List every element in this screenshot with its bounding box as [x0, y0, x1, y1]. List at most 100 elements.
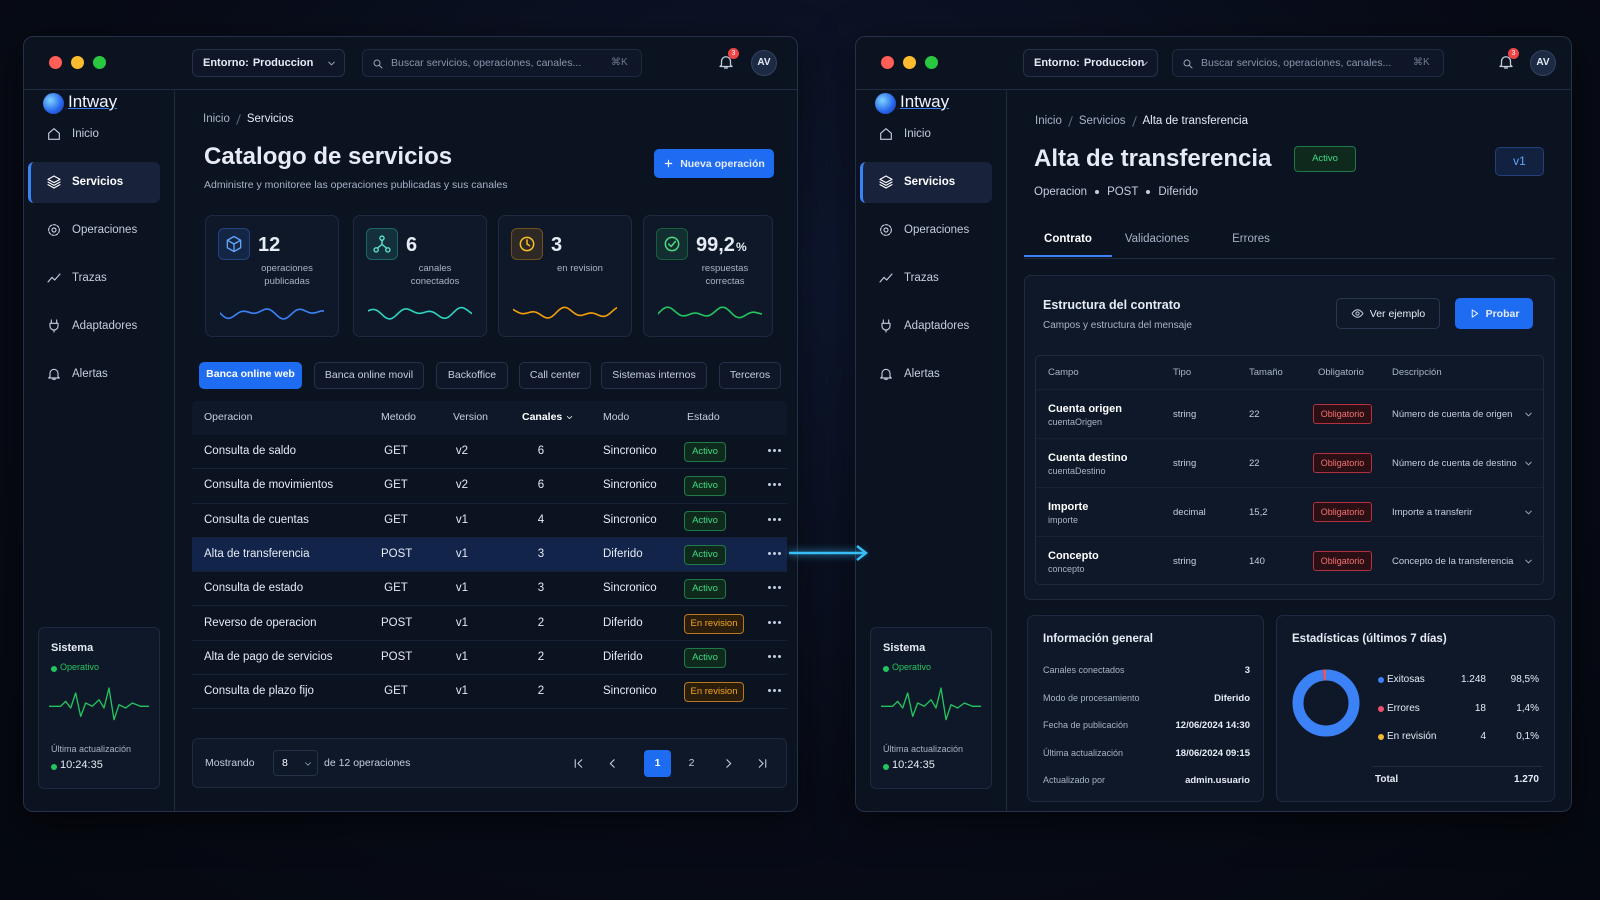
icon-part: [574, 759, 583, 768]
page-button[interactable]: 1: [644, 750, 671, 777]
cell-method: GET: [384, 445, 408, 457]
icon-part: [48, 687, 150, 721]
first-page[interactable]: [572, 757, 585, 770]
row-actions[interactable]: [768, 483, 784, 489]
contract-row[interactable]: Cuenta destino cuentaDestino string 22 Oblig…: [1036, 438, 1543, 487]
channel-tab[interactable]: Terceros: [719, 362, 781, 389]
channel-tab[interactable]: Call center: [519, 362, 591, 389]
window-control[interactable]: [48, 56, 62, 69]
legend-dot: [1378, 705, 1384, 712]
icon-part: [1189, 65, 1193, 69]
breadcrumb: Inicio Servicios: [203, 113, 294, 125]
last-page[interactable]: [756, 757, 769, 770]
nav-item[interactable]: Inicio: [878, 124, 998, 144]
example-button[interactable]: Ver ejemplo: [1336, 298, 1440, 329]
icon-part: [373, 235, 391, 253]
row-actions[interactable]: [768, 654, 784, 661]
column-header[interactable]: Canales: [522, 411, 574, 423]
dot: [768, 586, 771, 590]
channel-tab[interactable]: Sistemas internos: [601, 362, 707, 389]
window-control[interactable]: [924, 56, 938, 69]
window-control[interactable]: [92, 56, 106, 69]
test-button[interactable]: Probar: [1455, 298, 1533, 329]
chevron: [326, 58, 337, 69]
window-control[interactable]: [902, 56, 916, 69]
contract-row[interactable]: Cuenta origen cuentaOrigen string 22 Obligat…: [1036, 389, 1543, 438]
table-row[interactable]: Alta de transferencia POST v1 3 Diferido Acti…: [192, 537, 787, 573]
icon-part: [726, 759, 732, 768]
info-value: 12/06/2024 14:30: [1175, 720, 1250, 731]
nav-icon: [878, 270, 894, 286]
icon-part: [758, 759, 767, 768]
tab[interactable]: Contrato: [1024, 233, 1112, 257]
notifications-icon[interactable]: [1497, 53, 1515, 71]
nav-item[interactable]: Alertas: [46, 364, 166, 384]
nav-item[interactable]: Alertas: [878, 364, 998, 384]
contract-row[interactable]: Concepto concepto string 140 Obligatorio Conc…: [1036, 536, 1543, 585]
table-row[interactable]: Reverso de operacion POST v1 2 Diferido En re…: [192, 607, 787, 641]
kpi-icon: [511, 228, 543, 260]
prev-page[interactable]: [606, 757, 619, 770]
nav-item[interactable]: Adaptadores: [46, 316, 166, 336]
tab[interactable]: Validaciones: [1124, 233, 1190, 245]
icon-part: [219, 308, 325, 320]
environment-select[interactable]: Entorno: Produccion: [192, 49, 345, 77]
nav-item[interactable]: Adaptadores: [878, 316, 998, 336]
row-actions[interactable]: [768, 620, 784, 627]
column-header: Tamaño: [1249, 367, 1283, 378]
cell-method: POST: [381, 616, 413, 629]
row-actions[interactable]: [768, 517, 784, 524]
row-actions[interactable]: [768, 586, 784, 592]
environment-select[interactable]: Entorno: Produccion: [1023, 49, 1158, 77]
cell-method: GET: [384, 685, 408, 698]
dot: [778, 586, 781, 590]
table-row[interactable]: Consulta de cuentas GET v1 4 Sincronico Activ…: [192, 504, 787, 538]
table-row[interactable]: Consulta de saldo GET v2 6 Sincronico Activo: [192, 435, 787, 470]
row-actions[interactable]: [768, 551, 784, 558]
tab[interactable]: Errores: [1232, 233, 1270, 245]
avatar[interactable]: AV: [1530, 50, 1556, 76]
stats-card: Estadísticas (últimos 7 días) Exitosas 1.2…: [1276, 615, 1555, 802]
table-row[interactable]: Consulta de estado GET v1 3 Sincronico Activo: [192, 572, 787, 607]
avatar[interactable]: AV: [751, 50, 777, 76]
dot: [773, 689, 776, 693]
nav-item[interactable]: Servicios: [46, 172, 166, 192]
field-key: importe: [1048, 515, 1079, 525]
nav-item[interactable]: Operaciones: [46, 220, 166, 240]
dot: [768, 620, 771, 624]
channel-tab[interactable]: Banca online movil: [314, 362, 424, 389]
breadcrumb: Inicio Servicios Alta de transferencia: [1035, 115, 1248, 127]
nav-item[interactable]: Trazas: [46, 268, 166, 288]
search-box[interactable]: Buscar servicios, operaciones, canales..…: [1172, 49, 1444, 77]
breadcrumb-item[interactable]: Inicio: [1035, 115, 1062, 127]
contract-row[interactable]: Importe importe decimal 15,2 Obligatorio Impo…: [1036, 487, 1543, 536]
required-badge: Obligatorio: [1313, 551, 1372, 571]
search-box[interactable]: Buscar servicios, operaciones, canales..…: [362, 49, 642, 77]
window-control[interactable]: [880, 56, 894, 69]
cell-channels: 3: [537, 582, 545, 595]
notifications-icon[interactable]: [717, 53, 735, 71]
row-actions[interactable]: [768, 689, 784, 695]
row-actions[interactable]: [768, 449, 784, 455]
channel-tab[interactable]: Backoffice: [436, 362, 508, 389]
breadcrumb-item[interactable]: Servicios: [1078, 115, 1126, 127]
icon-part: [719, 56, 733, 69]
column-label: Canales: [522, 411, 563, 423]
channel-tab[interactable]: Banca online web: [199, 362, 302, 389]
breadcrumb-item[interactable]: Inicio: [203, 113, 230, 125]
table-row[interactable]: Alta de pago de servicios POST v1 2 Diferido…: [192, 641, 787, 676]
nav-item[interactable]: Trazas: [878, 268, 998, 288]
nav-item[interactable]: Inicio: [46, 124, 166, 144]
tabs-divider: [1024, 258, 1555, 259]
nav-item[interactable]: Operaciones: [878, 220, 998, 240]
new-operation-button[interactable]: Nueva operación: [654, 149, 774, 178]
dot: [773, 654, 776, 658]
page-button[interactable]: 2: [688, 757, 695, 769]
page-size-select[interactable]: 8: [273, 750, 318, 776]
nav-item[interactable]: Servicios: [878, 172, 998, 192]
next-page[interactable]: [722, 757, 735, 770]
table-row[interactable]: Consulta de movimientos GET v2 6 Sincronico A…: [192, 469, 787, 504]
updated-label: Última actualización: [883, 744, 964, 754]
table-row[interactable]: Consulta de plazo fijo GET v1 2 Sincronico En…: [192, 675, 787, 710]
window-control[interactable]: [70, 56, 84, 69]
